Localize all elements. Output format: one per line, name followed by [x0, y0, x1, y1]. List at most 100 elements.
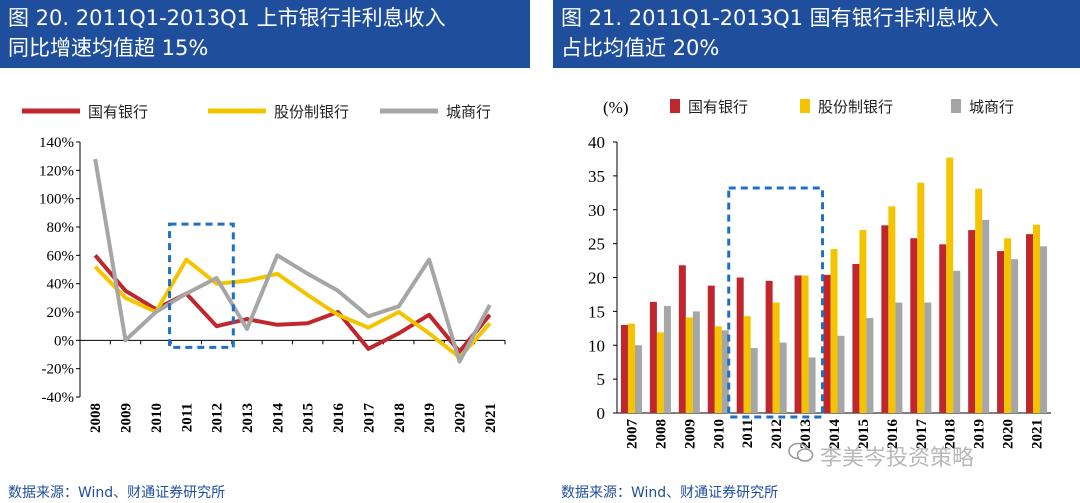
x-tick-label: 2016: [885, 419, 901, 450]
x-tick-label: 2011: [740, 419, 756, 448]
x-tick-label: 2018: [943, 419, 959, 449]
x-tick-label: 2015: [856, 419, 872, 449]
x-tick-label: 2020: [452, 403, 468, 433]
bar-0-2017: [910, 238, 918, 413]
x-tick-label: 2017: [914, 419, 930, 450]
x-tick-label: 2009: [119, 403, 135, 433]
x-tick-label: 2019: [422, 403, 438, 433]
y-tick-label: 0: [597, 404, 606, 423]
legend-label-2: 城商行: [446, 103, 491, 121]
bar-2-2021: [1040, 246, 1048, 413]
x-tick-label: 2014: [270, 403, 286, 434]
y-tick-label: -20%: [42, 362, 75, 378]
bar-0-2007: [620, 324, 628, 413]
bar-1-2010: [714, 326, 722, 413]
y-tick-label: 140%: [39, 135, 74, 151]
left-source-note: 数据来源：Wind、财通证券研究所: [8, 485, 226, 501]
bar-2-2007: [634, 345, 642, 413]
right-chart-title-line1: 图 21. 2011Q1-2013Q1 国有银行非利息收入: [561, 6, 999, 30]
bar-2-2018: [953, 270, 961, 413]
bar-chart: (%) 国有银行 股份制银行 城商行 0 5 10 15 20 25 30 35 40 2007 2008 2…: [588, 98, 1051, 450]
left-chart-title-line2: 同比增速均值超 15%: [8, 36, 209, 60]
bar-2-2017: [924, 302, 932, 413]
x-tick-label: 2013: [240, 403, 256, 433]
bar-2-2019: [982, 219, 990, 413]
legend-label-0: 国有银行: [688, 98, 748, 116]
bar-0-2014: [823, 274, 831, 413]
bar-2-2013: [808, 357, 816, 413]
bar-1-2012: [772, 302, 780, 413]
bar-0-2011: [736, 277, 744, 413]
x-tick-label: 2019: [972, 419, 988, 449]
left-chart-header: 图 20. 2011Q1-2013Q1 上市银行非利息收入 同比增速均值超 15…: [0, 0, 530, 68]
bar-0-2009: [678, 265, 686, 413]
bar-2-2010: [721, 330, 729, 413]
bar-1-2016: [888, 206, 896, 413]
series-line-2: [93, 158, 492, 364]
bar-2-2008: [663, 305, 671, 413]
highlight-box: [727, 186, 825, 419]
x-tick-label: 2016: [331, 403, 347, 434]
bar-2-2012: [779, 342, 787, 413]
y-tick-label: 30: [588, 201, 605, 220]
bar-2-2014: [837, 335, 845, 413]
x-tick-label: 2011: [179, 403, 195, 432]
x-tick-label: 2020: [1001, 419, 1017, 449]
bar-1-2017: [917, 182, 925, 413]
left-chart-panel: 图 20. 2011Q1-2013Q1 上市银行非利息收入 同比增速均值超 15…: [0, 0, 530, 503]
watermark-text: 李美岑投资策略: [820, 446, 975, 471]
x-tick-label: 2007: [624, 419, 640, 450]
line-chart: 国有银行 股份制银行 城商行 -40% -20% 0% 20% 40% 60% 80% 100% 12…: [22, 103, 506, 434]
legend-swatch-2: [951, 99, 961, 113]
bar-0-2010: [707, 285, 715, 413]
right-chart-panel: 图 21. 2011Q1-2013Q1 国有银行非利息收入 占比均值近 20% …: [553, 0, 1080, 503]
y-unit-label: (%): [603, 98, 628, 117]
y-tick-label: 100%: [39, 192, 74, 208]
y-tick-label: -40%: [42, 390, 75, 406]
bar-0-2015: [852, 263, 860, 413]
bar-0-2013: [794, 275, 802, 413]
y-tick-label: 20%: [47, 305, 75, 321]
bar-0-2008: [649, 301, 657, 413]
wechat-icon: [788, 442, 814, 462]
legend-label-2: 城商行: [969, 98, 1014, 116]
x-tick-label: 2010: [711, 419, 727, 449]
x-tick-label: 2013: [798, 419, 814, 449]
bar-2-2015: [866, 318, 874, 413]
bar-1-2011: [743, 316, 751, 413]
bar-0-2012: [765, 280, 773, 413]
y-tick-label: 40: [588, 133, 605, 152]
bar-1-2019: [975, 188, 983, 413]
bar-0-2020: [997, 251, 1005, 413]
series-line-1: [93, 257, 492, 360]
bar-2-2020: [1011, 259, 1019, 413]
y-tick-label: 0%: [54, 333, 74, 349]
y-tick-label: 10: [588, 336, 605, 355]
x-tick-label: 2008: [653, 419, 669, 449]
highlight-box: [168, 222, 235, 349]
x-tick-label: 2014: [827, 419, 843, 450]
bar-2-2009: [692, 311, 700, 413]
bar-0-2019: [968, 230, 976, 413]
bar-1-2014: [830, 249, 838, 413]
bar-2-2011: [750, 347, 758, 413]
bar-1-2018: [946, 157, 954, 413]
y-tick-label: 25: [588, 235, 605, 254]
bar-1-2015: [859, 230, 867, 413]
x-tick-label: 2012: [210, 403, 226, 433]
bar-1-2013: [801, 275, 809, 413]
legend-label-1: 股份制银行: [818, 98, 893, 116]
right-chart-header: 图 21. 2011Q1-2013Q1 国有银行非利息收入 占比均值近 20%: [553, 0, 1080, 68]
x-tick-label: 2008: [88, 403, 104, 433]
bar-1-2007: [627, 323, 635, 413]
x-tick-label: 2021: [1030, 419, 1046, 449]
right-chart-title-line2: 占比均值近 20%: [561, 36, 720, 60]
legend-swatch-1: [800, 99, 810, 113]
x-tick-label: 2018: [392, 403, 408, 433]
bar-1-2008: [656, 332, 664, 413]
y-tick-label: 5: [597, 370, 606, 389]
x-tick-label: 2010: [149, 403, 165, 433]
x-tick-label: 2009: [682, 419, 698, 449]
left-chart-title-line1: 图 20. 2011Q1-2013Q1 上市银行非利息收入: [8, 6, 446, 30]
x-tick-label: 2015: [301, 403, 317, 433]
